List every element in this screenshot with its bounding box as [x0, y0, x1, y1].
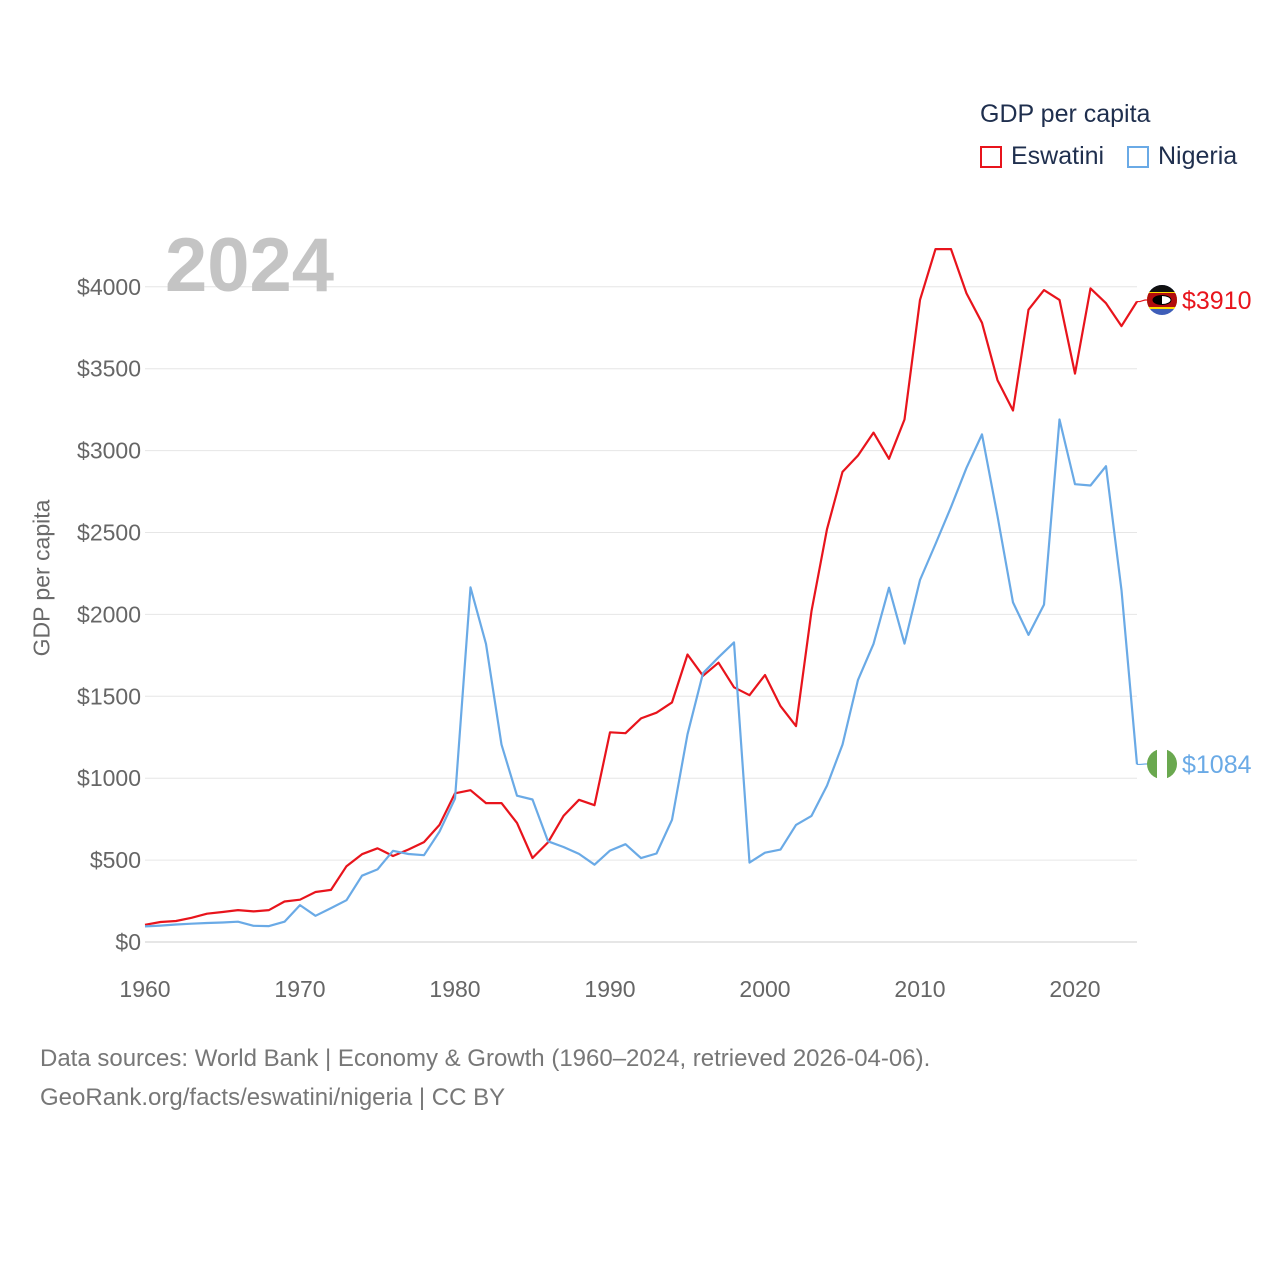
grid-lines: [145, 286, 1137, 943]
y-tick-label: $500: [90, 847, 141, 873]
x-tick-label: 2000: [739, 976, 790, 1002]
x-axis-ticks: 1960 1970 1980 1990 2000 2010 2020: [119, 976, 1100, 1002]
x-tick-label: 1960: [119, 976, 170, 1002]
legend-swatch-nigeria: [1127, 145, 1149, 168]
series-lines: [144, 248, 1139, 928]
end-value-nigeria: $1084: [1182, 751, 1252, 779]
x-tick-label: 1980: [429, 976, 480, 1002]
current-year-label: 2024: [165, 223, 335, 308]
legend-item-eswatini[interactable]: Eswatini: [980, 142, 1104, 171]
source-line-2: GeoRank.org/facts/eswatini/nigeria | CC …: [40, 1084, 506, 1111]
y-axis-ticks: $0 $500 $1000 $1500 $2000 $2500 $3000 $3500 $400…: [77, 274, 141, 955]
legend-item-nigeria[interactable]: Nigeria: [1127, 142, 1237, 171]
legend-label-eswatini: Eswatini: [1011, 142, 1105, 170]
y-tick-label: $2500: [77, 520, 141, 546]
legend-label-nigeria: Nigeria: [1158, 142, 1238, 170]
x-tick-label: 1990: [584, 976, 635, 1002]
y-tick-label: $3000: [77, 438, 141, 464]
y-tick-label: $4000: [77, 274, 141, 300]
x-tick-label: 1970: [274, 976, 325, 1002]
y-tick-label: $0: [115, 929, 141, 955]
y-axis-title: GDP per capita: [28, 499, 55, 657]
eswatini-flag-icon: [1147, 285, 1177, 315]
legend-title: GDP per capita: [980, 100, 1151, 128]
y-tick-label: $1500: [77, 683, 141, 709]
y-tick-label: $3500: [77, 356, 141, 382]
x-tick-label: 2010: [894, 976, 945, 1002]
source-line-1: Data sources: World Bank | Economy & Gro…: [40, 1045, 931, 1072]
nigeria-flag-icon: [1147, 749, 1177, 779]
series-line-eswatini: [144, 248, 1138, 926]
legend-swatch-eswatini: [980, 145, 1002, 168]
series-end-markers: $3910 $1084: [1137, 285, 1252, 779]
x-tick-label: 2020: [1049, 976, 1100, 1002]
y-tick-label: $2000: [77, 601, 141, 627]
series-line-nigeria: [144, 418, 1139, 928]
y-tick-label: $1000: [77, 765, 141, 791]
end-value-eswatini: $3910: [1182, 287, 1252, 315]
